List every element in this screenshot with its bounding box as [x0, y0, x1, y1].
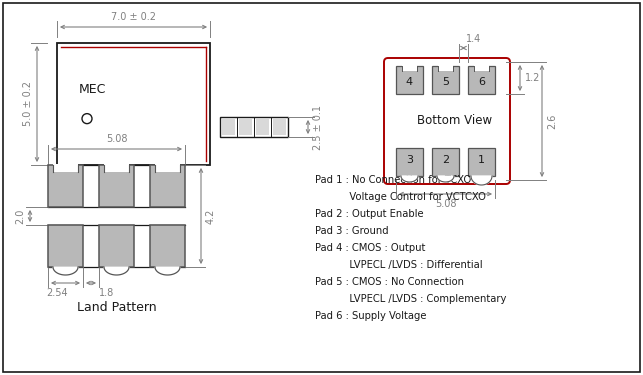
Polygon shape — [401, 176, 418, 182]
Polygon shape — [437, 176, 454, 182]
Polygon shape — [104, 267, 129, 275]
Bar — [256, 119, 269, 135]
Text: 2.0: 2.0 — [15, 209, 25, 224]
FancyBboxPatch shape — [384, 58, 510, 184]
Bar — [99, 165, 134, 207]
Text: Pad 6 : Supply Voltage: Pad 6 : Supply Voltage — [315, 311, 426, 321]
Bar — [438, 65, 453, 71]
Text: LVPECL /LVDS : Differential: LVPECL /LVDS : Differential — [315, 260, 483, 270]
Text: Bottom View: Bottom View — [417, 114, 493, 128]
Text: Land Pattern: Land Pattern — [77, 301, 156, 314]
Bar — [239, 119, 252, 135]
Bar — [150, 225, 185, 267]
Text: Pad 1 : No Connection for TCXO: Pad 1 : No Connection for TCXO — [315, 175, 471, 185]
Bar — [57, 43, 210, 165]
Text: Pad 2 : Output Enable: Pad 2 : Output Enable — [315, 209, 424, 219]
Polygon shape — [53, 267, 78, 275]
Text: 5.08: 5.08 — [435, 199, 457, 209]
Text: 2.6: 2.6 — [547, 113, 557, 129]
Bar — [432, 66, 459, 94]
Polygon shape — [155, 267, 180, 275]
Text: 4: 4 — [406, 77, 413, 87]
Text: 5.0 ± 0.2: 5.0 ± 0.2 — [23, 81, 33, 126]
Bar — [273, 119, 286, 135]
Text: 1.4: 1.4 — [466, 34, 481, 44]
Bar — [468, 66, 495, 94]
Bar — [396, 148, 423, 176]
Bar — [468, 148, 495, 176]
Bar — [432, 148, 459, 176]
Bar — [220, 117, 288, 137]
Text: 2.54: 2.54 — [46, 288, 68, 298]
Text: 7.0 ± 0.2: 7.0 ± 0.2 — [111, 12, 156, 22]
Bar — [104, 164, 129, 172]
Bar — [53, 164, 78, 172]
Bar — [474, 65, 489, 71]
Text: MEC: MEC — [79, 83, 106, 96]
Text: LVPECL /LVDS : Complementary: LVPECL /LVDS : Complementary — [315, 294, 507, 304]
Bar — [48, 225, 83, 267]
Text: 1: 1 — [478, 155, 485, 165]
Bar — [222, 119, 235, 135]
Polygon shape — [471, 176, 492, 185]
Text: 3: 3 — [406, 155, 413, 165]
Text: 1.2: 1.2 — [525, 73, 540, 83]
Text: 5.08: 5.08 — [105, 134, 127, 144]
Text: 1.8: 1.8 — [99, 288, 114, 298]
Bar — [396, 66, 423, 94]
Bar — [402, 65, 417, 71]
Text: Pad 4 : CMOS : Output: Pad 4 : CMOS : Output — [315, 243, 426, 253]
Text: 6: 6 — [478, 77, 485, 87]
Circle shape — [82, 114, 92, 124]
Text: 2: 2 — [442, 155, 449, 165]
Bar — [99, 225, 134, 267]
Text: 4.2: 4.2 — [206, 209, 216, 224]
Text: Voltage Control for VCTCXO: Voltage Control for VCTCXO — [315, 192, 486, 202]
Bar — [150, 165, 185, 207]
Text: 2.5 ± 0.1: 2.5 ± 0.1 — [313, 105, 323, 150]
Text: Pad 3 : Ground: Pad 3 : Ground — [315, 226, 388, 236]
Text: Pad 5 : CMOS : No Connection: Pad 5 : CMOS : No Connection — [315, 277, 464, 287]
Text: 5: 5 — [442, 77, 449, 87]
Bar — [48, 165, 83, 207]
Bar — [155, 164, 180, 172]
